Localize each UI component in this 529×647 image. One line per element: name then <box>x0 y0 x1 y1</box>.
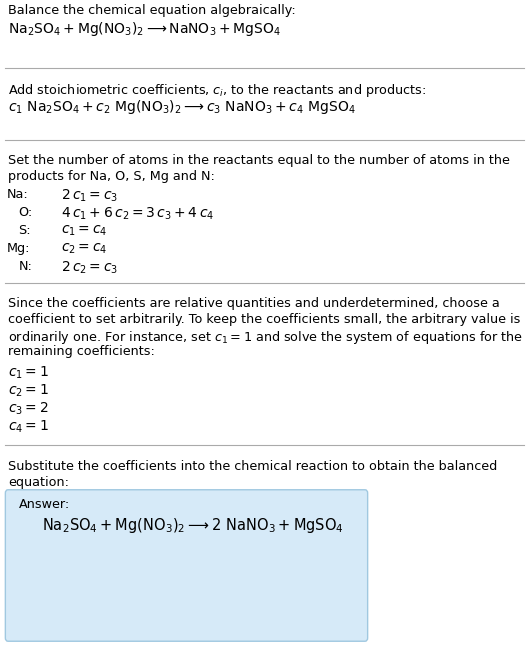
Text: $c_4 = 1$: $c_4 = 1$ <box>8 419 49 435</box>
Text: Add stoichiometric coefficients, $c_i$, to the reactants and products:: Add stoichiometric coefficients, $c_i$, … <box>8 82 426 99</box>
Text: equation:: equation: <box>8 476 69 489</box>
Text: Na:: Na: <box>6 188 28 201</box>
Text: Balance the chemical equation algebraically:: Balance the chemical equation algebraica… <box>8 4 296 17</box>
Text: $c_2 = 1$: $c_2 = 1$ <box>8 383 49 399</box>
Text: Substitute the coefficients into the chemical reaction to obtain the balanced: Substitute the coefficients into the che… <box>8 460 497 473</box>
Text: Set the number of atoms in the reactants equal to the number of atoms in the: Set the number of atoms in the reactants… <box>8 154 510 167</box>
Text: $4\,c_1 + 6\,c_2 = 3\,c_3 + 4\,c_4$: $4\,c_1 + 6\,c_2 = 3\,c_3 + 4\,c_4$ <box>61 206 214 223</box>
Text: $\mathrm{Na_2SO_4 + Mg(NO_3)_2 \longrightarrow 2\ NaNO_3 + MgSO_4}$: $\mathrm{Na_2SO_4 + Mg(NO_3)_2 \longrigh… <box>42 516 344 535</box>
Text: $c_1 = c_4$: $c_1 = c_4$ <box>61 224 107 238</box>
Text: ordinarily one. For instance, set $c_1 = 1$ and solve the system of equations fo: ordinarily one. For instance, set $c_1 =… <box>8 329 523 346</box>
Text: Answer:: Answer: <box>19 498 70 511</box>
Text: $2\,c_2 = c_3$: $2\,c_2 = c_3$ <box>61 260 118 276</box>
Text: remaining coefficients:: remaining coefficients: <box>8 345 155 358</box>
Text: O:: O: <box>19 206 33 219</box>
Text: $2\,c_1 = c_3$: $2\,c_1 = c_3$ <box>61 188 118 204</box>
Text: N:: N: <box>19 260 32 273</box>
Text: coefficient to set arbitrarily. To keep the coefficients small, the arbitrary va: coefficient to set arbitrarily. To keep … <box>8 313 521 326</box>
Text: $c_2 = c_4$: $c_2 = c_4$ <box>61 242 107 256</box>
Text: S:: S: <box>19 224 31 237</box>
Text: $c_3 = 2$: $c_3 = 2$ <box>8 401 49 417</box>
Text: Mg:: Mg: <box>6 242 30 255</box>
Text: $\mathrm{Na_2SO_4 + Mg(NO_3)_2 \longrightarrow NaNO_3 + MgSO_4}$: $\mathrm{Na_2SO_4 + Mg(NO_3)_2 \longrigh… <box>8 20 281 38</box>
Text: $c_1 = 1$: $c_1 = 1$ <box>8 365 49 381</box>
FancyBboxPatch shape <box>5 490 368 641</box>
Text: Since the coefficients are relative quantities and underdetermined, choose a: Since the coefficients are relative quan… <box>8 297 500 310</box>
Text: products for Na, O, S, Mg and N:: products for Na, O, S, Mg and N: <box>8 170 215 183</box>
Text: $c_1\ \mathrm{Na_2SO_4} + c_2\ \mathrm{Mg(NO_3)_2} \longrightarrow c_3\ \mathrm{: $c_1\ \mathrm{Na_2SO_4} + c_2\ \mathrm{M… <box>8 98 355 116</box>
